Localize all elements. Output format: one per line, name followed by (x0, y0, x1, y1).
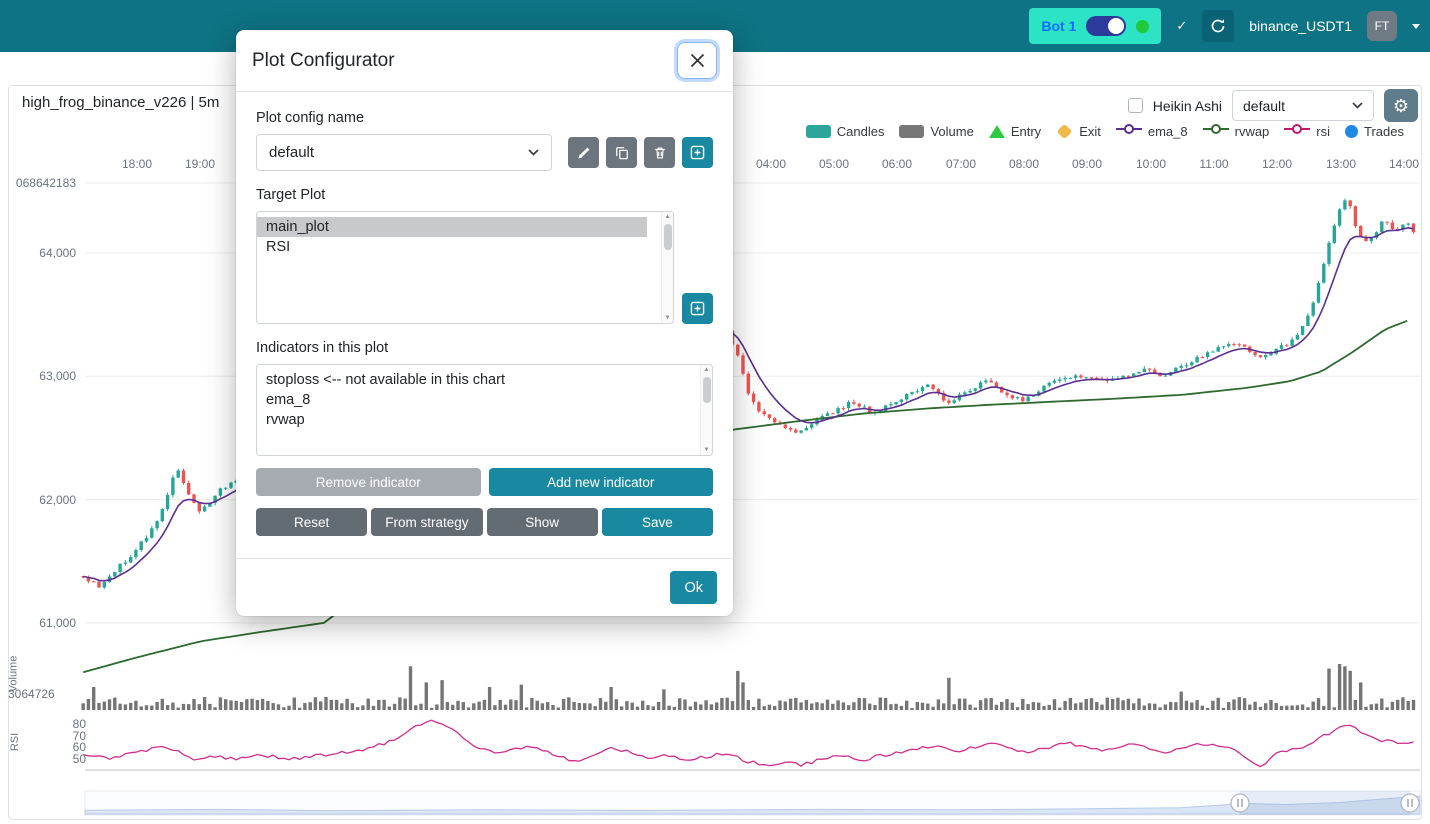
list-option[interactable]: main_plot (257, 217, 647, 237)
heikin-ashi-checkbox[interactable] (1127, 98, 1143, 113)
legend-label: rvwap (1234, 123, 1270, 139)
user-menu-caret-icon[interactable] (1412, 23, 1420, 29)
close-icon (690, 53, 704, 68)
plot-configurator-modal: Plot Configurator Plot config name defau… (236, 30, 733, 616)
indicators-label: Indicators in this plot (256, 340, 389, 356)
heikin-ashi-label: Heikin Ashi (1152, 97, 1222, 114)
user-avatar[interactable]: FT (1367, 11, 1397, 41)
scrollbar[interactable]: ▲ ▼ (700, 365, 712, 455)
add-config-button[interactable] (682, 137, 713, 168)
candles-marker-icon (805, 124, 831, 138)
scroll-up-icon[interactable]: ▲ (664, 214, 671, 220)
trades-marker-icon (1345, 124, 1359, 138)
plot-config-name-select[interactable]: default (256, 134, 552, 171)
remove-indicator-button[interactable]: Remove indicator (256, 468, 481, 496)
datazoom-slider[interactable] (85, 789, 1422, 817)
chevron-down-icon (1352, 102, 1363, 109)
chart-title: high_frog_binance_v226 | 5m (22, 94, 220, 111)
plot-config-dropdown-value: default (1243, 97, 1286, 114)
ok-button[interactable]: Ok (670, 571, 717, 604)
plus-square-icon (690, 145, 705, 160)
scroll-down-icon[interactable]: ▼ (664, 315, 671, 321)
save-button[interactable]: Save (601, 508, 713, 536)
exit-marker-icon (1056, 123, 1073, 139)
scrollbar-thumb[interactable] (703, 377, 711, 403)
rsi-marker-icon (1284, 122, 1311, 140)
bot-name-label: Bot 1 (1041, 18, 1077, 34)
modal-title: Plot Configurator (252, 49, 395, 71)
reload-icon (1211, 19, 1225, 33)
show-button[interactable]: Show (486, 508, 598, 536)
legend-label: Trades (1364, 123, 1404, 139)
bot-selector-pill[interactable]: Bot 1 (1029, 8, 1162, 44)
list-option[interactable]: RSI (266, 239, 291, 255)
duplicate-config-button[interactable] (606, 137, 637, 168)
toggle-knob-icon (1108, 18, 1125, 34)
reload-button[interactable] (1202, 10, 1235, 42)
reset-button[interactable]: Reset (256, 508, 368, 536)
pencil-icon (577, 147, 589, 159)
legend-item-exit[interactable]: Exit (1056, 123, 1101, 139)
legend-item-rsi[interactable]: rsi (1284, 122, 1330, 140)
legend-item-ema_8[interactable]: ema_8 (1115, 122, 1188, 140)
copy-icon (615, 146, 628, 159)
rvwap-marker-icon (1202, 122, 1229, 140)
legend-label: Candles (836, 123, 885, 139)
list-option[interactable]: ema_8 (266, 392, 311, 408)
entry-marker-icon (988, 124, 1005, 138)
close-button[interactable] (677, 42, 717, 79)
check-icon: ✓ (1176, 18, 1188, 33)
legend-item-entry[interactable]: Entry (988, 123, 1042, 139)
add-new-indicator-button[interactable]: Add new indicator (488, 468, 713, 496)
list-option[interactable]: stoploss <-- not available in this chart (266, 372, 505, 388)
list-option[interactable]: rvwap (266, 412, 305, 428)
target-plot-listbox[interactable]: main_plot RSI ▲ ▼ (256, 211, 674, 324)
plot-settings-button[interactable]: ⚙ (1384, 89, 1418, 122)
legend-item-volume[interactable]: Volume (899, 123, 974, 139)
legend-label: Exit (1079, 123, 1101, 139)
legend-label: Volume (930, 123, 974, 139)
scroll-up-icon[interactable]: ▲ (703, 367, 710, 373)
chart-legend: Candles Volume Entry Exit ema_8 rvwap rsi Trade… (805, 122, 1404, 140)
legend-label: ema_8 (1147, 123, 1188, 139)
delete-config-button[interactable] (644, 137, 675, 168)
target-plot-label: Target Plot (256, 187, 326, 203)
from-strategy-button[interactable]: From strategy (371, 508, 483, 536)
plot-config-name-label: Plot config name (256, 110, 365, 126)
legend-item-candles[interactable]: Candles (805, 123, 885, 139)
volume-marker-icon (899, 124, 925, 138)
legend-item-trades[interactable]: Trades (1345, 124, 1404, 139)
ema_8-marker-icon (1115, 122, 1142, 140)
bot-toggle[interactable] (1086, 16, 1127, 36)
plus-square-icon (690, 301, 705, 316)
plot-config-dropdown[interactable]: default (1232, 90, 1374, 121)
plot-config-name-value: default (269, 144, 315, 161)
online-status-icon (1136, 19, 1150, 33)
scrollbar-thumb[interactable] (664, 224, 672, 250)
indicators-listbox[interactable]: stoploss <-- not available in this chart… (256, 364, 713, 456)
scrollbar[interactable]: ▲ ▼ (661, 212, 673, 323)
chevron-down-icon (528, 149, 539, 156)
exchange-account-label: binance_USDT1 (1249, 18, 1352, 34)
legend-label: Entry (1010, 123, 1042, 139)
rename-config-button[interactable] (568, 137, 599, 168)
trash-icon (654, 146, 665, 159)
gear-icon: ⚙ (1392, 95, 1410, 116)
scroll-down-icon[interactable]: ▼ (703, 447, 710, 453)
legend-label: rsi (1316, 123, 1331, 139)
legend-item-rvwap[interactable]: rvwap (1202, 122, 1270, 140)
add-plot-button[interactable] (682, 293, 713, 324)
